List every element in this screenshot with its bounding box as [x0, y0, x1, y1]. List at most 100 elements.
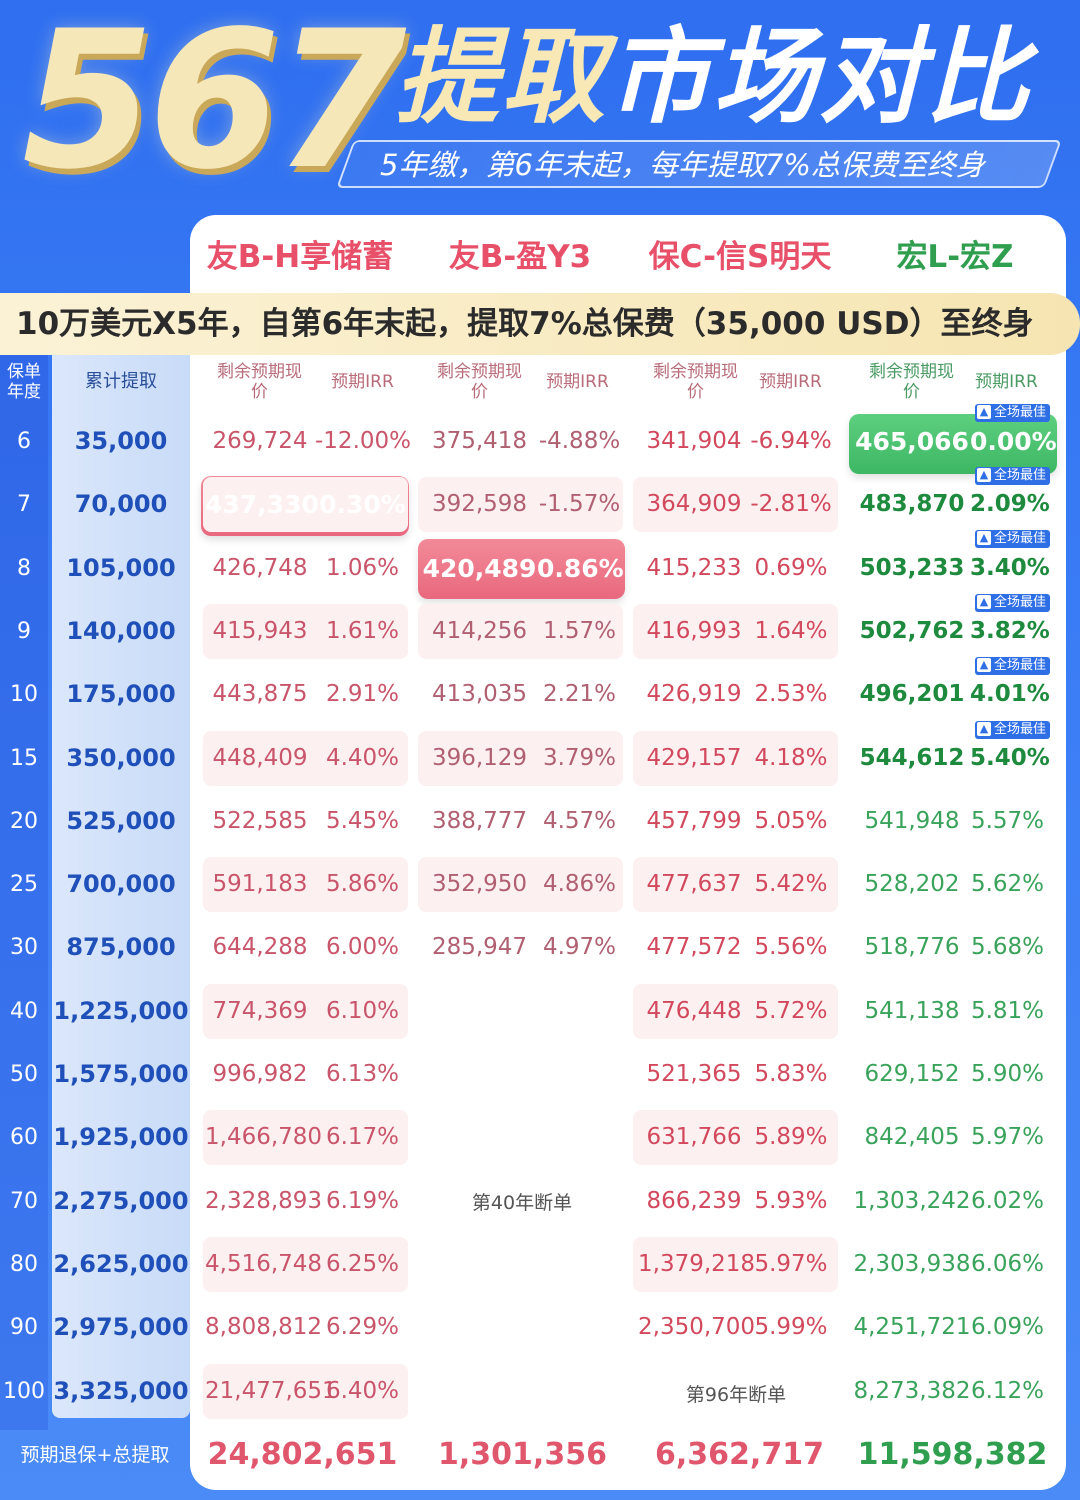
thumbs-up-icon: ▲ — [977, 531, 991, 545]
plan1-irr: 6.25% — [325, 1251, 400, 1277]
policy-year: 70 — [10, 1189, 38, 1214]
plan3-value: 521,365 — [646, 1061, 742, 1087]
plan3-irr: -2.81% — [750, 491, 832, 517]
policy-year: 7 — [17, 492, 31, 517]
headline-number: 567 — [22, 0, 407, 211]
col-header-irr-2: 预期IRR — [546, 372, 609, 392]
plan2-irr: 4.97% — [542, 934, 617, 960]
plan3-value: 631,766 — [646, 1124, 742, 1150]
lapse-note-plan3: 第96年断单 — [685, 1384, 787, 1406]
plan3-irr: 5.83% — [754, 1061, 828, 1087]
col-header-pv-3: 剩余预期现价 — [653, 362, 738, 402]
plan3-irr: 5.42% — [754, 871, 828, 897]
plan4-irr: 6.06% — [970, 1251, 1045, 1277]
plan3-irr: 5.89% — [754, 1124, 828, 1150]
col-header-year: 保单年度 — [7, 362, 41, 402]
plan2-irr: 4.86% — [542, 871, 617, 897]
plan1-irr: 6.17% — [325, 1124, 400, 1150]
col-header-irr-1: 预期IRR — [331, 372, 394, 392]
plan2-irr — [537, 1233, 622, 1296]
plan4-value: 465,066 — [855, 427, 969, 456]
cumulative-withdrawal: 875,000 — [66, 933, 176, 961]
cumulative-withdrawal: 1,925,000 — [53, 1123, 189, 1151]
plan1-irr: 6.29% — [325, 1314, 400, 1340]
plan1-value: 426,748 — [212, 555, 308, 581]
headline-title: 提取市场对比 — [395, 22, 1031, 132]
total-plan4: 11,598,382 — [857, 1437, 1048, 1472]
plan2-irr: 1.57% — [542, 618, 617, 644]
plan3-irr: 0.69% — [754, 555, 828, 581]
cumulative-withdrawal: 175,000 — [66, 680, 176, 708]
plan2-value — [422, 1360, 537, 1423]
table-row: 10 175,000 443,875 2.91% 413,035 2.21% 426,919… — [0, 663, 1080, 726]
plan4-irr: 6.12% — [970, 1378, 1045, 1404]
table-row: 15 350,000 448,409 4.40% 396,129 3.79% 429,157… — [0, 727, 1080, 790]
table-row: 80 2,625,000 4,516,748 6.25% 1,379,218 5.97% 2… — [0, 1233, 1080, 1296]
plan2-irr — [537, 1106, 622, 1169]
plan4-value: 842,405 — [864, 1124, 960, 1150]
table-row: 50 1,575,000 996,982 6.13% 521,365 5.83% 629,1… — [0, 1043, 1080, 1106]
plan4-value: 503,233 — [859, 555, 965, 581]
policy-year: 10 — [10, 682, 38, 707]
plan1-irr: 1.06% — [325, 555, 400, 581]
plan3-irr: 5.97% — [754, 1251, 828, 1277]
cumulative-withdrawal: 2,275,000 — [53, 1187, 189, 1215]
plan1-value: 2,328,893 — [205, 1188, 323, 1214]
plan4-irr: 5.97% — [970, 1124, 1045, 1150]
row-stripe — [633, 604, 838, 659]
col-header-pv-1: 剩余预期现价 — [217, 362, 302, 402]
plan3-value: 415,233 — [646, 555, 742, 581]
plan1-value: 21,477,651 — [205, 1378, 337, 1404]
plan2-irr: -4.88% — [538, 428, 621, 454]
col-header-cumulative: 累计提取 — [85, 371, 157, 392]
plan1-value: 591,183 — [212, 871, 308, 897]
plan4-value: 1,303,242 — [853, 1188, 971, 1214]
plan4-value: 483,870 — [859, 491, 965, 517]
policy-year: 30 — [10, 935, 38, 960]
row-stripe — [633, 857, 838, 912]
plan4-value: 502,762 — [859, 618, 965, 644]
plan4-irr: 5.62% — [970, 871, 1045, 897]
row-stripe — [203, 731, 408, 786]
row-stripe — [203, 1110, 408, 1165]
cumulative-withdrawal-column — [52, 355, 190, 1418]
plan1-irr: 6.13% — [325, 1061, 400, 1087]
best-badge: ▲ 全场最佳 — [975, 657, 1051, 675]
table-row: 40 1,225,000 774,369 6.10% 476,448 5.72% 541,1… — [0, 980, 1080, 1043]
plan2-value — [422, 1233, 537, 1296]
plan3-value: 1,379,218 — [638, 1251, 756, 1277]
plan1-irr: 2.91% — [325, 681, 400, 707]
plan3-value: 341,904 — [646, 428, 742, 454]
plan1-irr: 6.00% — [325, 934, 400, 960]
cumulative-withdrawal: 70,000 — [74, 490, 168, 518]
plan4-value: 8,273,382 — [853, 1378, 971, 1404]
plan2-irr: 3.79% — [542, 745, 617, 771]
table-row: 30 875,000 644,288 6.00% 285,947 4.97% 477,572… — [0, 916, 1080, 979]
plan1-value: 448,409 — [212, 745, 308, 771]
cumulative-withdrawal: 525,000 — [66, 807, 176, 835]
plan-name-4: 宏L-宏Z — [896, 239, 1014, 275]
table-row: 60 1,925,000 1,466,780 6.17% 631,766 5.89% 842… — [0, 1106, 1080, 1169]
thumbs-up-icon: ▲ — [977, 658, 991, 672]
row-stripe — [203, 604, 408, 659]
thumbs-up-icon: ▲ — [977, 468, 991, 482]
table-row: 20 525,000 522,585 5.45% 388,777 4.57% 457,799… — [0, 790, 1080, 853]
plan4-irr: 5.90% — [970, 1061, 1045, 1087]
cumulative-withdrawal: 350,000 — [66, 744, 176, 772]
plan3-value: 429,157 — [646, 745, 742, 771]
table-row: 25 700,000 591,183 5.86% 352,950 4.86% 477,637… — [0, 853, 1080, 916]
plan2-value: 414,256 — [431, 618, 528, 644]
plan4-value: 4,251,721 — [853, 1314, 971, 1340]
total-plan1: 24,802,651 — [207, 1437, 398, 1472]
table-row: 6 35,000 269,724 -12.00% 375,418 -4.88% 341,90… — [0, 410, 1080, 473]
plan4-irr: 5.68% — [970, 934, 1045, 960]
plan1-value: 415,943 — [212, 618, 308, 644]
assumption-banner: 10万美元X5年，自第6年末起，提取7%总保费（35,000 USD）至终身 — [0, 293, 1080, 355]
thumbs-up-icon: ▲ — [977, 405, 991, 419]
best-badge: ▲ 全场最佳 — [975, 404, 1051, 422]
plan3-value: 416,993 — [646, 618, 742, 644]
table-row: 8 105,000 426,748 1.06% 420,489 0.86% 415,233 0… — [0, 537, 1080, 600]
policy-year: 80 — [10, 1252, 38, 1277]
plan2-value — [422, 1296, 537, 1359]
plan4-irr: 2.09% — [970, 491, 1050, 517]
